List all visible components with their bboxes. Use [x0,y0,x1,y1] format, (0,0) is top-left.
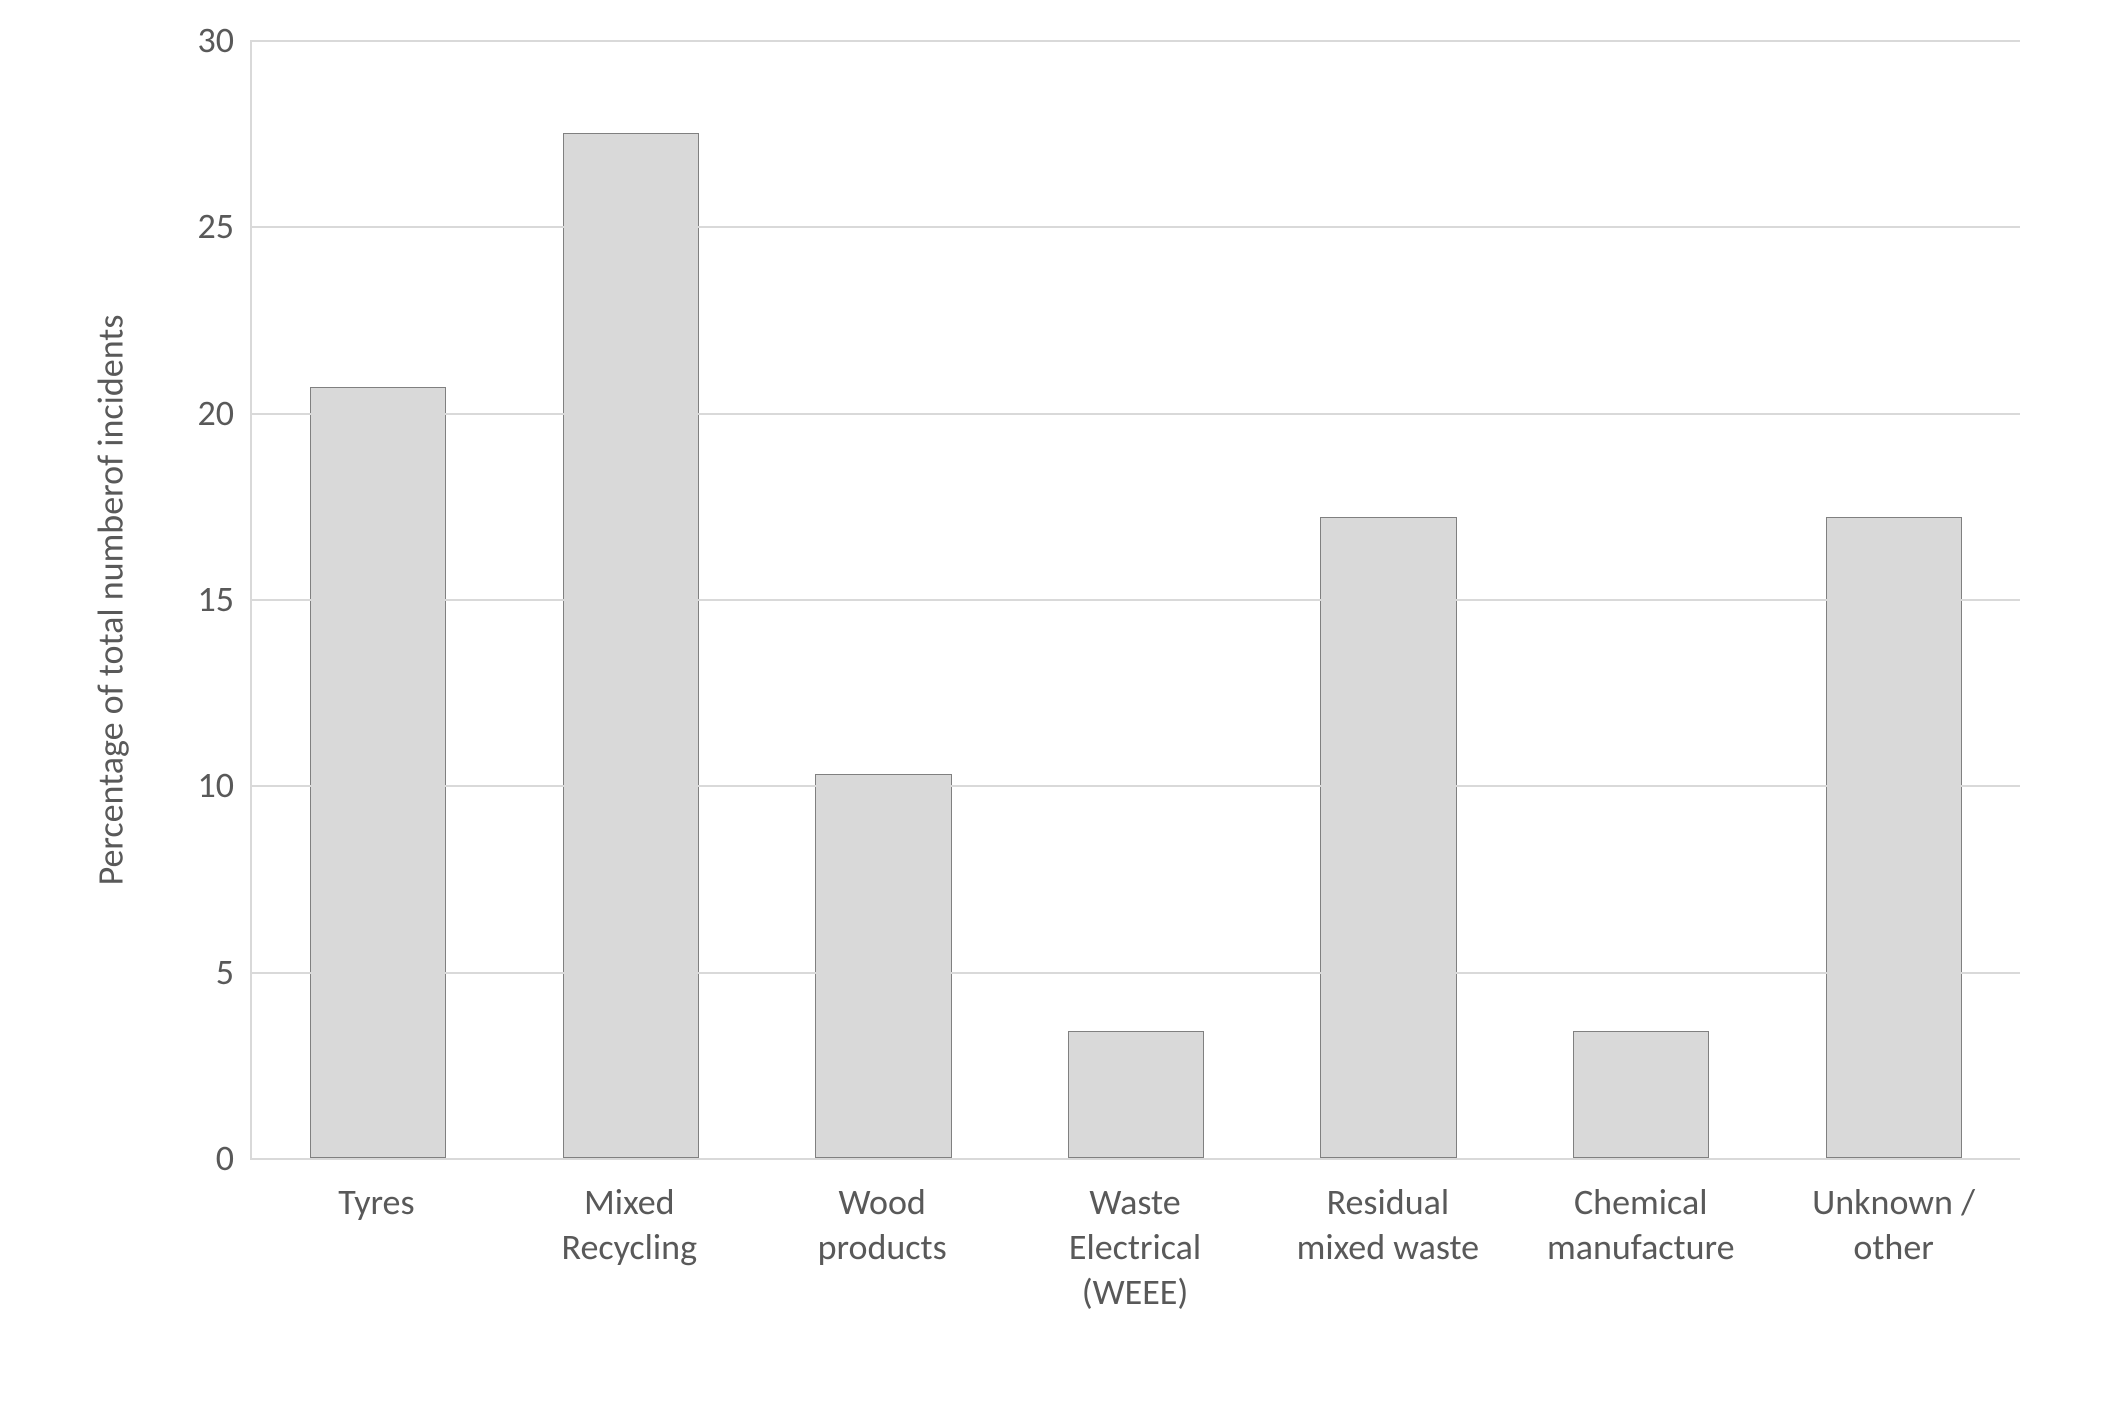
x-tick-label: Tyres [250,1180,503,1315]
y-axis-title: Percentage of total numberof incidents [80,40,140,1160]
y-tick-label: 0 [216,1136,252,1180]
gridline [252,599,2020,601]
y-tick-label: 20 [198,391,253,435]
x-tick-label: Unknown / other [1767,1180,2020,1315]
gridline [252,972,2020,974]
gridline [252,226,2020,228]
gridline [252,40,2020,42]
plot-container: 051015202530 [250,40,2020,1160]
y-tick-label: 15 [198,577,253,621]
x-tick-label: Residual mixed waste [1261,1180,1514,1315]
gridline [252,785,2020,787]
y-tick-label: 10 [198,763,253,807]
x-tick-label: Mixed Recycling [503,1180,756,1315]
bar [1068,1031,1204,1158]
y-tick-label: 5 [216,950,252,994]
gridline [252,413,2020,415]
x-axis-labels: TyresMixed RecyclingWood productsWaste E… [250,1180,2020,1315]
x-tick-label: Chemical manufacture [1514,1180,1767,1315]
y-tick-label: 30 [198,18,253,62]
bar-chart: Percentage of total numberof incidents 0… [80,40,2040,1390]
x-tick-label: Wood products [756,1180,1009,1315]
bar [1573,1031,1709,1158]
bar [815,774,951,1158]
bar [1826,517,1962,1158]
x-tick-label: Waste Electrical (WEEE) [1009,1180,1262,1315]
bar [1320,517,1456,1158]
y-axis-title-text: Percentage of total numberof incidents [88,315,132,886]
plot-area: 051015202530 [250,40,2020,1160]
y-tick-label: 25 [198,204,253,248]
bar [310,387,446,1158]
bar [563,133,699,1158]
